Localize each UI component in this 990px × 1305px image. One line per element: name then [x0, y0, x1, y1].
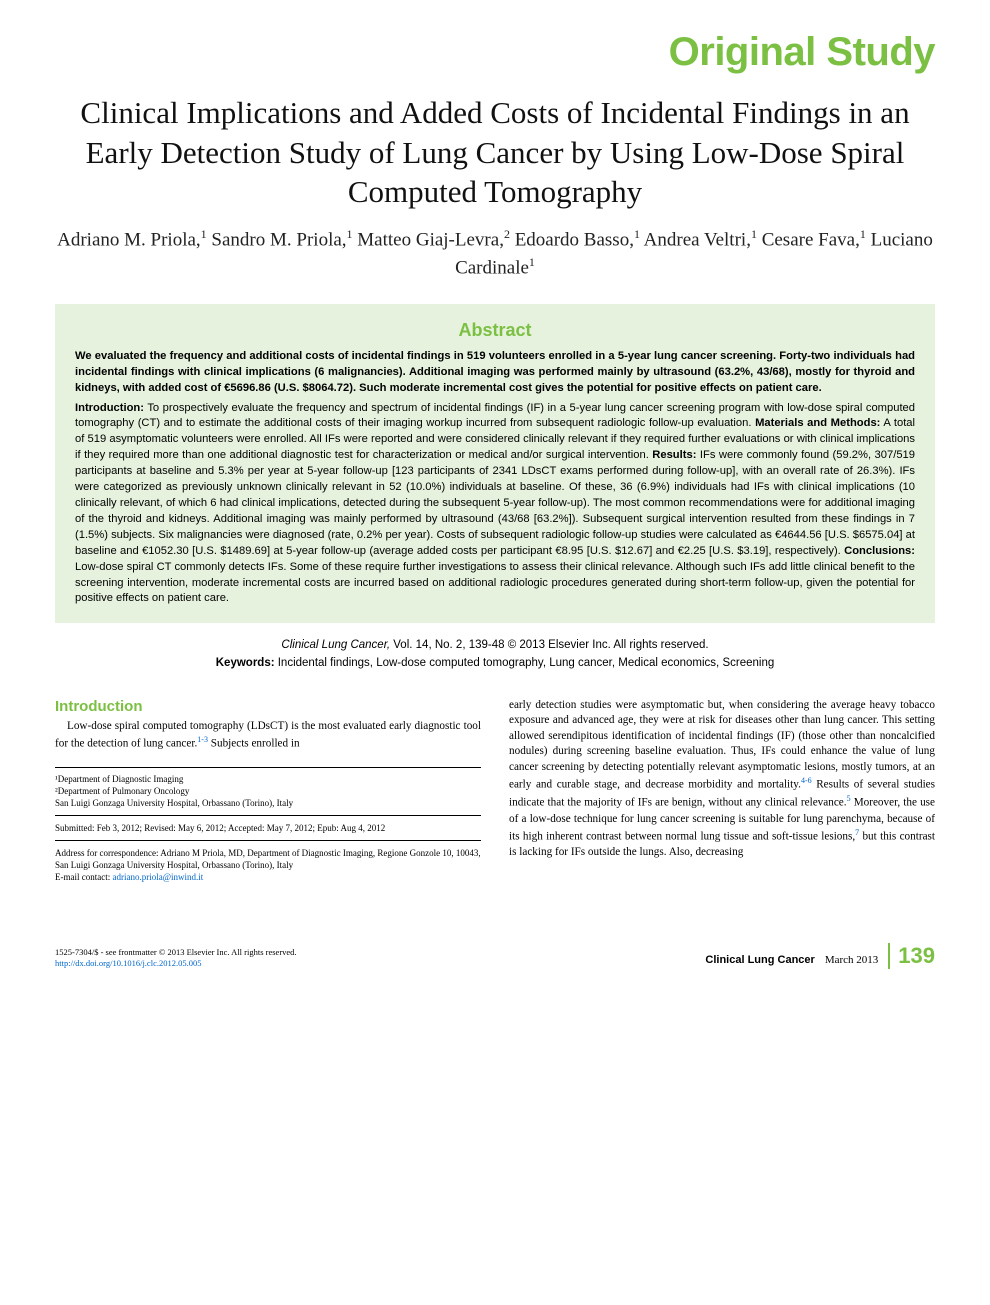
affil-dept-2: ²Department of Pulmonary Oncology	[55, 785, 481, 797]
affil-hospital: San Luigi Gonzaga University Hospital, O…	[55, 797, 481, 809]
correspondence-email[interactable]: adriano.priola@inwind.it	[112, 872, 203, 882]
keywords-text: Incidental findings, Low-dose computed t…	[275, 657, 775, 669]
authors-list: Adriano M. Priola,1 Sandro M. Priola,1 M…	[55, 226, 935, 282]
right-column: early detection studies were asymptomati…	[509, 698, 935, 884]
left-column: Introduction Low-dose spiral computed to…	[55, 698, 481, 884]
correspondence-address: Address for correspondence: Adriano M Pr…	[55, 847, 481, 871]
abstract-lead: We evaluated the frequency and additiona…	[75, 349, 915, 397]
citation-block: Clinical Lung Cancer, Vol. 14, No. 2, 13…	[55, 637, 935, 672]
intro-right-para: early detection studies were asymptomati…	[509, 698, 935, 861]
footer-right: Clinical Lung Cancer March 2013 139	[705, 943, 935, 969]
page-footer: 1525-7304/$ - see frontmatter © 2013 Els…	[55, 943, 935, 969]
footer-journal-name: Clinical Lung Cancer	[705, 954, 814, 966]
citation-vol: Vol. 14, No. 2, 139-48 © 2013 Elsevier I…	[390, 639, 709, 651]
abstract-heading: Abstract	[75, 320, 915, 341]
citation-journal: Clinical Lung Cancer,	[281, 639, 390, 651]
body-columns: Introduction Low-dose spiral computed to…	[55, 698, 935, 884]
submission-dates: Submitted: Feb 3, 2012; Revised: May 6, …	[55, 822, 481, 834]
keywords-label: Keywords:	[216, 657, 275, 669]
page-number: 139	[888, 943, 935, 969]
introduction-heading: Introduction	[55, 698, 481, 715]
category-header: Original Study	[55, 30, 935, 75]
abstract-box: Abstract We evaluated the frequency and …	[55, 304, 935, 624]
footer-issue-date: March 2013	[825, 954, 878, 966]
doi-link[interactable]: http://dx.doi.org/10.1016/j.clc.2012.05.…	[55, 958, 201, 968]
abstract-body: Introduction: To prospectively evaluate …	[75, 401, 915, 608]
email-label: E-mail contact:	[55, 872, 112, 882]
copyright-line: 1525-7304/$ - see frontmatter © 2013 Els…	[55, 947, 297, 958]
article-title: Clinical Implications and Added Costs of…	[55, 93, 935, 212]
affiliations-block: ¹Department of Diagnostic Imaging ²Depar…	[55, 767, 481, 884]
intro-left-para: Low-dose spiral computed tomography (LDs…	[55, 719, 481, 753]
affil-dept-1: ¹Department of Diagnostic Imaging	[55, 773, 481, 785]
footer-left: 1525-7304/$ - see frontmatter © 2013 Els…	[55, 947, 297, 970]
